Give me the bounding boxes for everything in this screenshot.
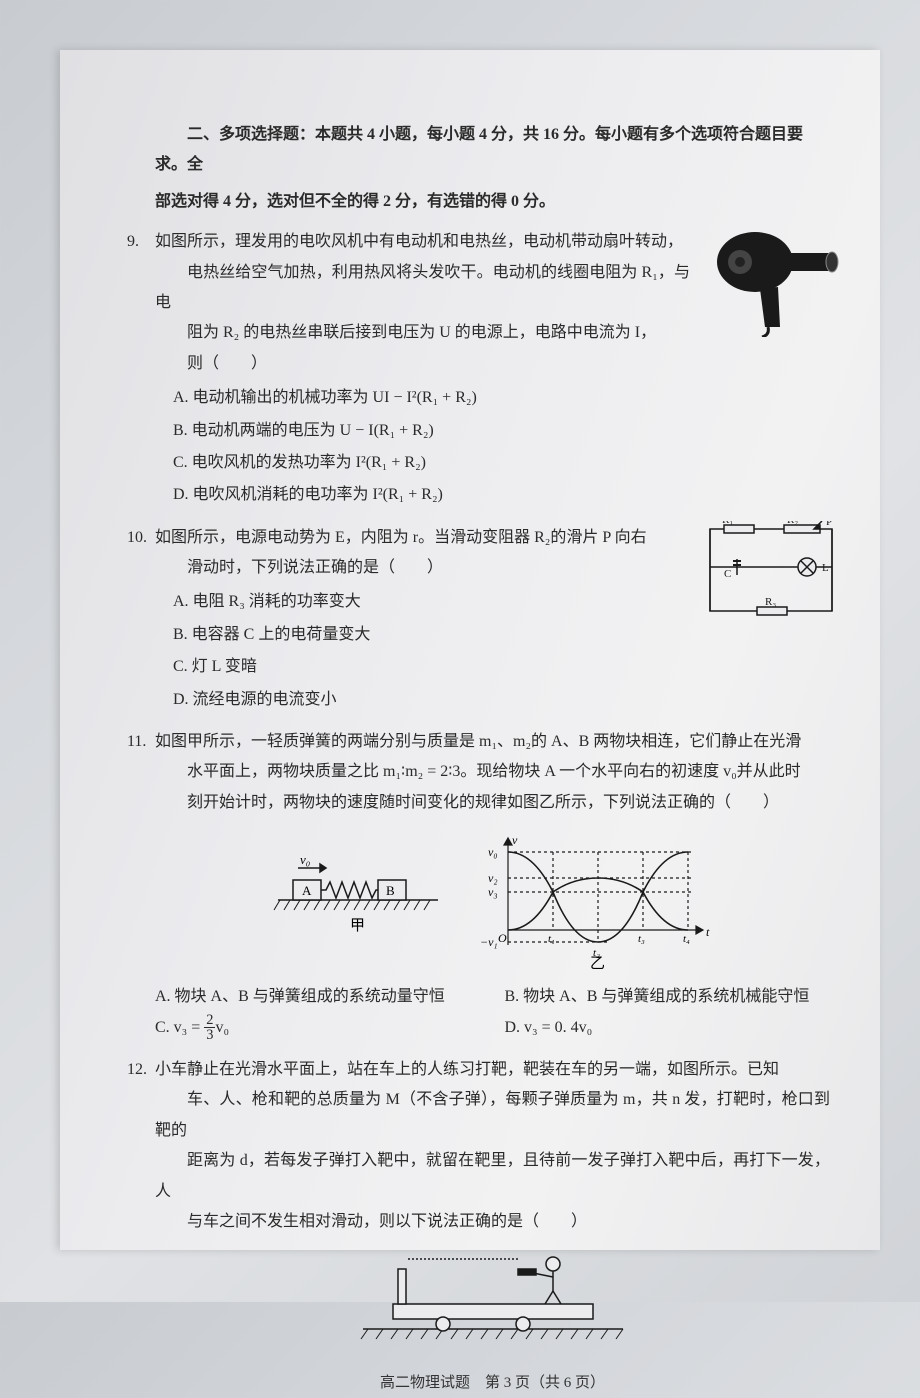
svg-text:A: A xyxy=(302,883,312,898)
q11-body: 如图甲所示，一轻质弹簧的两端分别与质量是 m₁、m₂的 A、B 两物块相连，它们… xyxy=(155,727,830,1043)
q11-opt-c: C. v₃ = 23v₀ xyxy=(155,1013,481,1043)
svg-text:R₂: R₂ xyxy=(787,521,798,526)
q10-opt-c: C. 灯 L 变暗 xyxy=(155,652,830,682)
q11-opt-a: A. 物块 A、B 与弹簧组成的系统动量守恒 xyxy=(155,982,481,1012)
q11-opt-b: B. 物块 A、B 与弹簧组成的系统机械能守恒 xyxy=(505,982,831,1012)
question-11: 11. 如图甲所示，一轻质弹簧的两端分别与质量是 m₁、m₂的 A、B 两物块相… xyxy=(155,727,830,1043)
q9-opt-b: B. 电动机两端的电压为 U − I(R₁ + R₂) xyxy=(155,416,830,446)
question-10: 10. 如图所示，电源电动势为 E，内阻为 r。当滑动变阻器 R₂的滑片 P 向… xyxy=(155,523,830,715)
q12-line2: 车、人、枪和靶的总质量为 M（不含子弹），每颗子弹质量为 m，共 n 发，打靶时… xyxy=(155,1085,830,1146)
q11-num: 11. xyxy=(127,727,146,757)
svg-text:t₁: t₁ xyxy=(548,933,555,945)
q11-opts-cd: C. v₃ = 23v₀ D. v₃ = 0. 4v₀ xyxy=(155,1013,830,1043)
q12-num: 12. xyxy=(127,1055,147,1085)
q12-line3: 距离为 d，若每发子弹打入靶中，就留在靶里，且待前一发子弹打入靶中后，再打下一发… xyxy=(155,1146,830,1207)
svg-text:v₀: v₀ xyxy=(488,845,498,859)
q12-body: 小车静止在光滑水平面上，站在车上的人练习打靶，靶装在车的另一端，如图所示。已知 … xyxy=(155,1055,830,1237)
hairdryer-figure xyxy=(710,227,840,337)
fig-yi: v v₀ v₂ v₃ −v₁ O t t₁ t₂ t₃ t₄ 乙 xyxy=(478,830,718,970)
q9-opt-c: C. 电吹风机的发热功率为 I²(R₁ + R₂) xyxy=(155,448,830,478)
section-header: 二、多项选择题：本题共 4 小题，每小题 4 分，共 16 分。每小题有多个选项… xyxy=(155,120,830,181)
q12-line4: 与车之间不发生相对滑动，则以下说法正确的是（ ） xyxy=(155,1207,830,1237)
q11-c-suffix: v₀ xyxy=(215,1019,229,1036)
exam-page: 二、多项选择题：本题共 4 小题，每小题 4 分，共 16 分。每小题有多个选项… xyxy=(60,50,880,1250)
q12-line1: 小车静止在光滑水平面上，站在车上的人练习打靶，靶装在车的另一端，如图所示。已知 xyxy=(155,1055,830,1085)
page-footer: 高二物理试题 第 3 页（共 6 页） xyxy=(155,1369,830,1398)
svg-text:P: P xyxy=(826,521,832,528)
q9-num: 9. xyxy=(127,227,139,257)
q9-opt-a: A. 电动机输出的机械功率为 UI − I²(R₁ + R₂) xyxy=(155,383,830,413)
svg-text:乙: 乙 xyxy=(590,956,605,970)
cart-figure xyxy=(155,1249,830,1349)
svg-text:R₃: R₃ xyxy=(765,596,776,608)
q11-figures: A B v₀ 甲 xyxy=(155,830,830,970)
svg-text:R₁: R₁ xyxy=(722,521,733,526)
svg-text:t: t xyxy=(706,925,710,939)
q11-line2: 水平面上，两物块质量之比 m₁∶m₂ = 2∶3。现给物块 A 一个水平向右的初… xyxy=(155,757,830,787)
svg-text:t₄: t₄ xyxy=(683,933,690,945)
q11-opt-d: D. v₃ = 0. 4v₀ xyxy=(505,1013,831,1043)
svg-text:O: O xyxy=(498,931,507,945)
q11-opts-ab: A. 物块 A、B 与弹簧组成的系统动量守恒 B. 物块 A、B 与弹簧组成的系… xyxy=(155,982,830,1012)
question-12: 12. 小车静止在光滑水平面上，站在车上的人练习打靶，靶装在车的另一端，如图所示… xyxy=(155,1055,830,1349)
svg-text:v₂: v₂ xyxy=(488,871,498,885)
fig-jia: A B v₀ 甲 xyxy=(268,830,448,950)
circuit-figure: R₁ R₂ P C L R₃ xyxy=(702,521,842,621)
q11-c-frac: 23 xyxy=(204,1013,215,1043)
q11-c-prefix: C. v₃ = xyxy=(155,1019,204,1036)
q11-line1: 如图甲所示，一轻质弹簧的两端分别与质量是 m₁、m₂的 A、B 两物块相连，它们… xyxy=(155,727,830,757)
svg-text:C: C xyxy=(724,568,731,580)
svg-text:v₃: v₃ xyxy=(488,885,498,899)
section-sub: 部选对得 4 分，选对但不全的得 2 分，有选错的得 0 分。 xyxy=(155,187,830,217)
svg-text:L: L xyxy=(822,562,829,574)
question-9: 9. 如图所示，理发用的电吹风机中有电动机和电热丝，电动机带动扇叶转动， 电热丝… xyxy=(155,227,830,511)
svg-text:B: B xyxy=(386,883,395,898)
q10-opt-d: D. 流经电源的电流变小 xyxy=(155,685,830,715)
q10-num: 10. xyxy=(127,523,147,553)
svg-text:−v₁: −v₁ xyxy=(480,935,498,949)
svg-text:t₃: t₃ xyxy=(638,933,645,945)
q11-line3: 刻开始计时，两物块的速度随时间变化的规律如图乙所示，下列说法正确的（ ） xyxy=(155,788,830,818)
svg-text:v₀: v₀ xyxy=(300,852,310,867)
q9-line4: 则（ ） xyxy=(155,349,830,379)
q9-opt-d: D. 电吹风机消耗的电功率为 I²(R₁ + R₂) xyxy=(155,480,830,510)
q10-opt-b: B. 电容器 C 上的电荷量变大 xyxy=(155,620,830,650)
svg-text:甲: 甲 xyxy=(350,918,365,934)
svg-text:v: v xyxy=(512,833,518,847)
q9-options: A. 电动机输出的机械功率为 UI − I²(R₁ + R₂) B. 电动机两端… xyxy=(155,383,830,511)
